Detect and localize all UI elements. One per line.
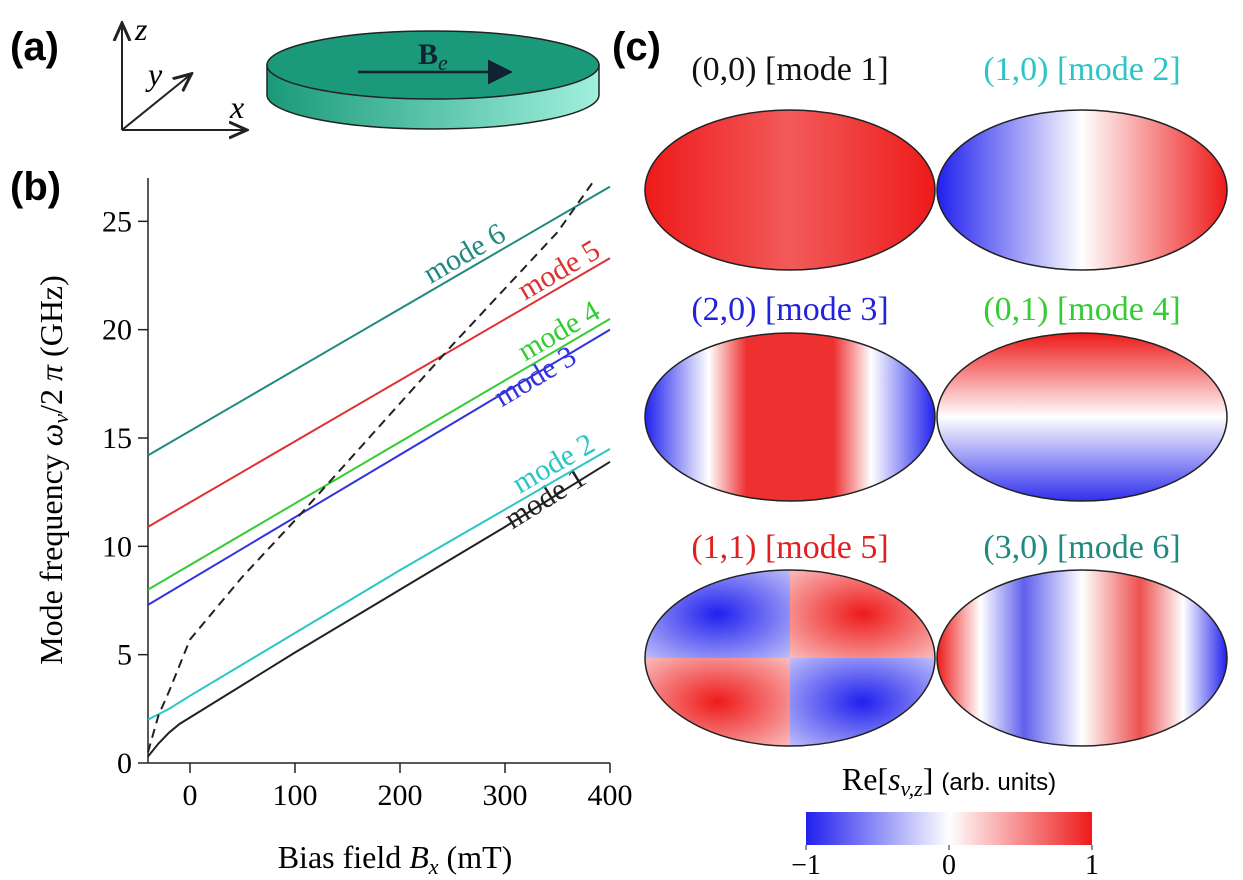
x-tick-label: 300	[483, 779, 528, 812]
mode-title: (1,0) [mode 2]	[983, 51, 1180, 88]
colorbar-tick-label: 0	[942, 850, 956, 880]
y-tick-label: 10	[102, 530, 132, 563]
mode-title: (0,0) [mode 1]	[691, 51, 888, 88]
mode-title: (1,1) [mode 5]	[691, 529, 888, 566]
figure: (a) z y x Be (b) 05101520250100200300400…	[0, 0, 1243, 880]
axis-name: y	[145, 56, 163, 92]
y-tick-label: 0	[117, 747, 132, 780]
panel-label: (c)	[612, 25, 661, 69]
mode-map	[645, 110, 935, 270]
mode-title: (2,0) [mode 3]	[691, 291, 888, 328]
mode-map	[937, 110, 1227, 270]
y-tick-label: 5	[117, 639, 132, 672]
series-label: mode 6	[417, 217, 511, 290]
y-tick-label: 20	[102, 314, 132, 347]
colorbar-tick-label: 1	[1085, 850, 1099, 880]
series-line	[148, 187, 610, 456]
x-tick-label: 200	[378, 779, 423, 812]
mode-maps	[645, 110, 1227, 746]
x-tick-label: 100	[273, 779, 318, 812]
x-tick-label: 400	[588, 779, 633, 812]
mode-title: (0,1) [mode 4]	[983, 291, 1180, 328]
colorbar-ticks: −1 0 1	[791, 845, 1099, 880]
y-tick-label: 15	[102, 422, 132, 455]
axis-name: x	[229, 89, 244, 125]
mode-map	[937, 570, 1227, 746]
x-tick-label: 0	[183, 779, 198, 812]
x-axis-label: Bias field Bx (mT)	[278, 839, 513, 879]
panel-label: (b)	[10, 165, 61, 209]
panel-label: (a)	[10, 25, 59, 69]
colorbar-tick-label: −1	[791, 850, 821, 880]
colorbar	[806, 812, 1092, 845]
mode-map	[937, 333, 1227, 501]
mode-map	[645, 570, 935, 746]
y-tick-label: 25	[102, 205, 132, 238]
series-label: mode 5	[512, 233, 606, 306]
mode-title: (3,0) [mode 6]	[983, 529, 1180, 566]
axis-name: z	[134, 11, 148, 47]
y-axis-label: Mode frequency ωv/2 π (GHz)	[33, 275, 73, 665]
mode-map	[645, 333, 935, 501]
colorbar-label: Re[sv,z](arb. units)	[842, 761, 1056, 801]
